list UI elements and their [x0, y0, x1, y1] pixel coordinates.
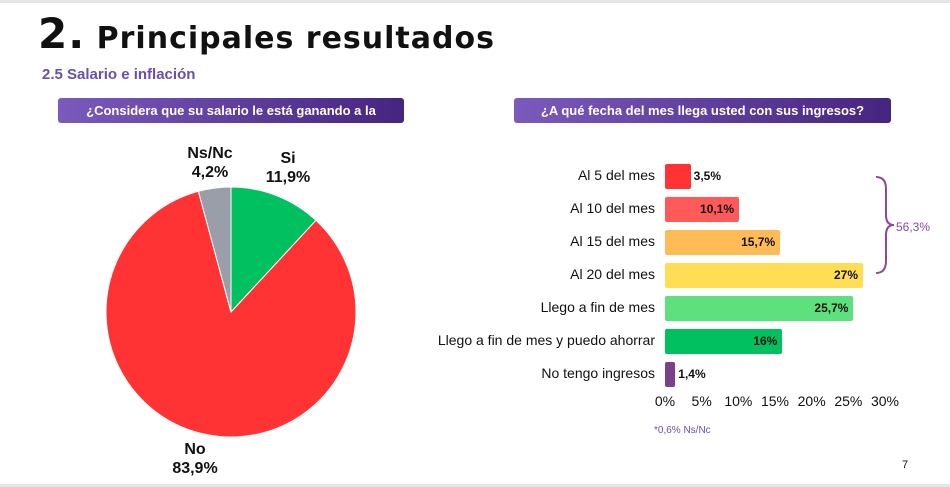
x-tick-label: 0%: [654, 393, 676, 409]
bar-category-label: Al 20 del mes: [570, 266, 655, 282]
x-tick-label: 30%: [870, 393, 900, 409]
bar: [665, 263, 863, 288]
divider: [0, 484, 950, 487]
bar-category-label: Al 15 del mes: [570, 233, 655, 249]
bar-category-label: No tengo ingresos: [541, 365, 655, 381]
bar-question: ¿A qué fecha del mes llega usted con sus…: [514, 98, 891, 123]
bar-category-label: Al 5 del mes: [577, 167, 655, 183]
page-title: 2. Principales resultados: [38, 9, 495, 58]
bar-category-label: Al 10 del mes: [570, 200, 655, 216]
pie-slice-si: [230, 186, 317, 314]
x-tick-label: 15%: [760, 393, 790, 409]
bar-value-label: 15,7%: [741, 235, 776, 249]
pie-label-no: No 83,9%: [172, 441, 218, 477]
bar-value-label: 25,7%: [814, 301, 849, 315]
bracket-icon: [875, 176, 895, 274]
section-number: 2.: [38, 9, 86, 58]
pie-chart: [105, 186, 357, 438]
bar: [665, 197, 740, 222]
bar-value-label: 3,5%: [693, 169, 722, 183]
pie-label-nsnc: Ns/Nc 4,2%: [187, 145, 233, 181]
bar: [665, 296, 854, 321]
pie-slice-nsnc: [197, 186, 232, 313]
bar: [665, 230, 781, 255]
bar-category-label: Llego a fin de mes y puedo ahorrar: [437, 332, 655, 348]
pie-slice-no: [105, 190, 357, 438]
bar-note: *0,6% Ns/Nc: [654, 425, 711, 436]
section-title: Principales resultados: [96, 21, 495, 56]
bracket-label: 56,3%: [896, 220, 931, 234]
bar: [665, 329, 783, 354]
bar-value-label: 16%: [753, 334, 778, 348]
pie-label-si: Si 11,9%: [265, 150, 311, 186]
bar-value-label: 1,4%: [678, 367, 706, 381]
page-number: 7: [902, 459, 909, 471]
x-tick-label: 10%: [724, 393, 753, 409]
bar-value-label: 10,1%: [700, 202, 735, 216]
bar: [665, 362, 676, 387]
pie-question: ¿Considera que su salario le está ganand…: [58, 98, 404, 143]
x-tick-label: 25%: [834, 393, 863, 409]
subsection-title: 2.5 Salario e inflación: [42, 66, 196, 83]
bar-category-label: Llego a fin de mes: [540, 299, 655, 315]
bar: [665, 164, 691, 189]
x-tick-label: 5%: [691, 393, 712, 409]
x-tick-label: 20%: [797, 393, 826, 409]
bar-value-label: 27%: [833, 268, 858, 282]
